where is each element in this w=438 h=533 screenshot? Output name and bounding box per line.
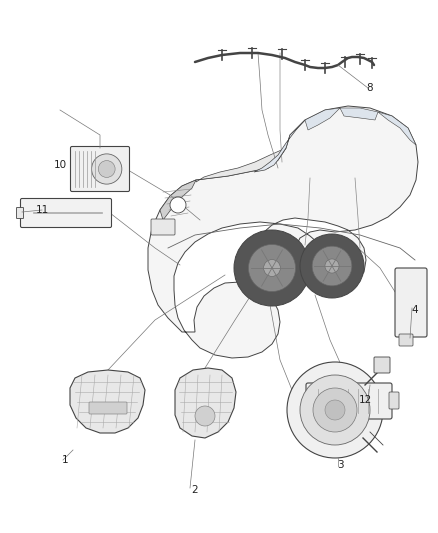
- Polygon shape: [378, 112, 416, 145]
- FancyBboxPatch shape: [399, 334, 413, 346]
- Polygon shape: [148, 106, 418, 358]
- Circle shape: [325, 259, 339, 273]
- FancyBboxPatch shape: [389, 392, 399, 409]
- Circle shape: [300, 234, 364, 298]
- FancyBboxPatch shape: [21, 198, 112, 228]
- Text: 8: 8: [367, 83, 373, 93]
- Polygon shape: [70, 370, 145, 433]
- Polygon shape: [254, 120, 305, 172]
- Polygon shape: [160, 180, 196, 220]
- Polygon shape: [305, 108, 340, 130]
- Text: 12: 12: [358, 395, 371, 405]
- Circle shape: [98, 160, 115, 177]
- FancyBboxPatch shape: [89, 402, 127, 414]
- Circle shape: [325, 400, 345, 420]
- Circle shape: [92, 154, 122, 184]
- FancyBboxPatch shape: [306, 383, 392, 419]
- Circle shape: [234, 230, 310, 306]
- FancyBboxPatch shape: [151, 219, 175, 235]
- Circle shape: [248, 245, 296, 292]
- Text: 1: 1: [62, 455, 68, 465]
- Circle shape: [313, 388, 357, 432]
- Circle shape: [300, 375, 370, 445]
- Text: 4: 4: [412, 305, 418, 315]
- Text: 10: 10: [53, 160, 67, 170]
- Text: 3: 3: [337, 460, 343, 470]
- Text: 11: 11: [35, 205, 49, 215]
- Circle shape: [195, 406, 215, 426]
- Circle shape: [170, 197, 186, 213]
- FancyBboxPatch shape: [71, 147, 130, 191]
- Polygon shape: [196, 148, 286, 182]
- FancyBboxPatch shape: [374, 357, 390, 373]
- Text: 2: 2: [192, 485, 198, 495]
- FancyBboxPatch shape: [17, 207, 24, 219]
- Circle shape: [264, 260, 280, 276]
- FancyBboxPatch shape: [395, 268, 427, 337]
- Polygon shape: [175, 368, 236, 438]
- Polygon shape: [340, 108, 378, 120]
- Circle shape: [287, 362, 383, 458]
- Circle shape: [312, 246, 352, 286]
